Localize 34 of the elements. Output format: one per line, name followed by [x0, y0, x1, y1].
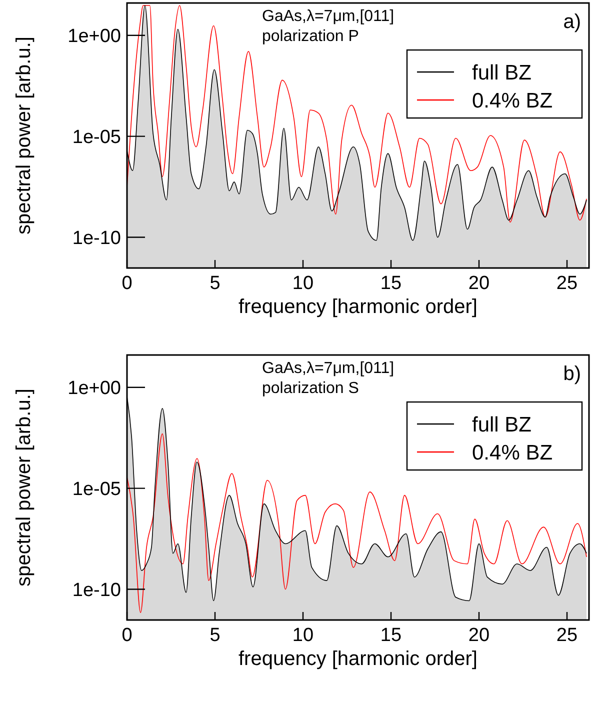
x-axis-title: frequency [harmonic order] [238, 296, 478, 318]
y-tick-label: 1e-05 [72, 478, 121, 500]
x-tick-label: 5 [210, 273, 220, 294]
annotation: GaAs,λ=7μm,[011] [262, 8, 394, 25]
y-axis-title: spectral power [arb.u.] [13, 388, 35, 586]
y-tick-label: 1e-10 [72, 228, 121, 249]
y-tick-label: 1e+00 [68, 26, 121, 47]
x-tick-label: 5 [210, 625, 220, 646]
annotation: GaAs,λ=7μm,[011] [262, 360, 394, 377]
line-series [127, 5, 587, 223]
legend-label: 0.4% BZ [472, 441, 553, 464]
x-tick-label: 15 [380, 273, 402, 294]
y-tick-label: 1e-05 [72, 126, 121, 148]
legend-label: 0.4% BZ [472, 89, 553, 112]
annotation: polarization S [262, 380, 359, 397]
y-tick-label: 1e+00 [68, 378, 121, 399]
x-axis-title: frequency [harmonic order] [238, 648, 478, 670]
annotation: b) [563, 363, 581, 385]
x-tick-label: 0 [122, 273, 132, 294]
annotation: a) [563, 11, 581, 33]
annotation: polarization P [262, 28, 359, 45]
x-tick-label: 20 [468, 273, 490, 294]
line-series [127, 433, 587, 613]
legend-label: full BZ [472, 413, 532, 436]
x-tick-label: 25 [556, 625, 578, 646]
legend-label: full BZ [472, 61, 532, 84]
y-axis-title: spectral power [arb.u.] [13, 36, 35, 234]
y-tick-label: 1e-10 [72, 580, 121, 601]
x-tick-label: 10 [292, 625, 314, 646]
x-tick-label: 25 [556, 273, 578, 294]
x-tick-label: 10 [292, 273, 314, 294]
x-tick-label: 20 [468, 625, 490, 646]
x-tick-label: 15 [380, 625, 402, 646]
x-tick-label: 0 [122, 625, 132, 646]
